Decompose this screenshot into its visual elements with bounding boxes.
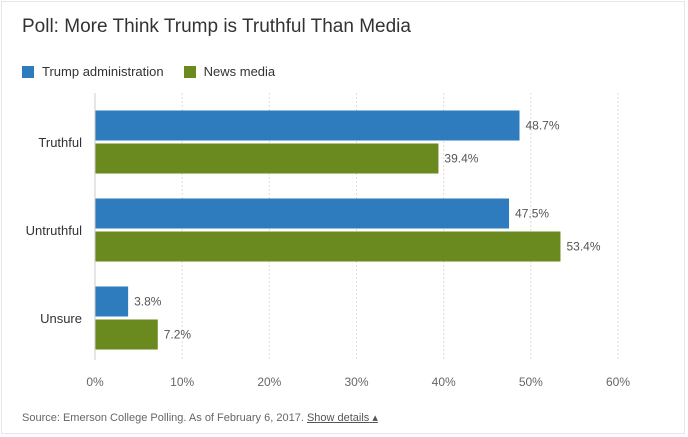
bar-unsure-trump <box>95 286 129 317</box>
x-tick-label-0: 0% <box>86 375 104 389</box>
x-tick-label-30: 30% <box>344 375 368 389</box>
chart-title: Poll: More Think Trump is Truthful Than … <box>22 16 411 37</box>
x-tick-label-60: 60% <box>606 375 630 389</box>
legend-item-trump[interactable]: Trump administration <box>22 64 164 79</box>
source-text: Source: Emerson College Polling. As of F… <box>22 412 304 424</box>
show-details-link[interactable]: Show details ▴ <box>307 412 378 424</box>
legend-item-media[interactable]: News media <box>183 64 276 79</box>
bar-untruthful-media <box>95 231 561 262</box>
category-label-unsure: Unsure <box>40 311 82 326</box>
data-label-truthful-media: 39.4% <box>444 152 478 166</box>
chart-legend: Trump administration News media <box>22 64 295 79</box>
x-tick-label-10: 10% <box>170 375 194 389</box>
x-tick-label-20: 20% <box>257 375 281 389</box>
data-label-truthful-trump: 48.7% <box>526 119 560 133</box>
data-label-untruthful-media: 53.4% <box>566 240 600 254</box>
data-label-unsure-media: 7.2% <box>164 328 192 342</box>
bar-untruthful-trump <box>95 198 510 229</box>
data-label-untruthful-trump: 47.5% <box>515 207 549 221</box>
bar-truthful-trump <box>95 110 520 141</box>
category-label-truthful: Truthful <box>38 135 82 150</box>
show-details-label: Show details <box>306 412 370 424</box>
category-label-untruthful: Untruthful <box>26 223 82 238</box>
legend-swatch-trump <box>22 65 34 78</box>
x-tick-label-40: 40% <box>432 375 456 389</box>
x-tick-label-50: 50% <box>519 375 543 389</box>
data-label-unsure-trump: 3.8% <box>134 295 162 309</box>
legend-label-media: News media <box>203 64 276 79</box>
source-note: Source: Emerson College Polling. As of F… <box>22 411 378 424</box>
legend-swatch-media <box>183 65 196 78</box>
bar-unsure-media <box>95 319 158 350</box>
caret-up-icon: ▴ <box>372 412 378 424</box>
legend-label-trump: Trump administration <box>42 64 164 79</box>
bar-truthful-media <box>95 143 439 174</box>
